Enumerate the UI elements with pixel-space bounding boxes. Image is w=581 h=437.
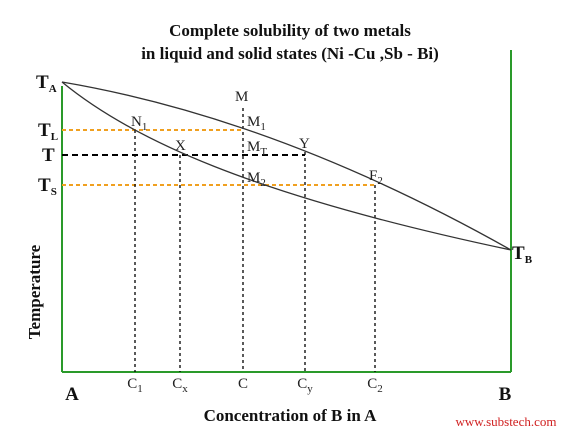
point-label-main: F <box>369 168 377 184</box>
temperature-label: TS <box>38 175 57 198</box>
x-label-sub: 2 <box>377 383 383 395</box>
x-label-sub: x <box>182 383 188 395</box>
point-label-main: M <box>247 170 260 186</box>
temperature-label-main: T <box>38 120 51 141</box>
x-label: Cx <box>172 376 188 395</box>
verticals <box>134 108 376 372</box>
x-label-main: C <box>127 376 137 392</box>
x-label: Cy <box>297 376 313 395</box>
x-label: C1 <box>127 376 143 395</box>
point-label: M2 <box>247 170 266 189</box>
x-label-main: A <box>65 384 79 405</box>
x-label-main: C <box>172 376 182 392</box>
temperature-label-main: T <box>38 175 51 196</box>
x-label-main: C <box>297 376 307 392</box>
point-label: F2 <box>369 168 383 187</box>
temperature-label-sub: L <box>51 131 58 143</box>
x-label-sub: 1 <box>137 383 143 395</box>
x-label: C2 <box>367 376 383 395</box>
point-label-main: Y <box>299 136 310 152</box>
point-label: Y <box>299 136 310 152</box>
point-label-main: X <box>175 138 186 154</box>
y-axis-label: Temperature <box>25 244 44 339</box>
x-label-main: C <box>238 376 248 392</box>
point-label: X <box>175 138 186 154</box>
temperature-label-sub: B <box>525 254 533 266</box>
x-label-main: C <box>367 376 377 392</box>
temperature-label: T <box>42 145 55 166</box>
solidus <box>61 81 512 251</box>
point-label-sub: 2 <box>377 175 383 187</box>
temperature-label: TA <box>36 72 57 95</box>
temperature-label-sub: S <box>51 186 57 198</box>
point-label: M1 <box>247 114 266 133</box>
temperature-label: TL <box>38 120 58 143</box>
temperature-label-main: T <box>36 72 49 93</box>
point-label-sub: 1 <box>260 121 266 133</box>
title-line: Complete solubility of two metals <box>169 21 411 40</box>
point-label-sub: 1 <box>142 121 148 133</box>
point-label-main: M <box>247 114 260 130</box>
point-label-sub: T <box>260 146 267 158</box>
watermark: www.substech.com <box>456 414 557 429</box>
x-axis-label: Concentration of B in A <box>204 406 378 425</box>
temperature-label-sub: A <box>49 83 57 95</box>
x-label-sub: y <box>307 383 313 395</box>
point-label-sub: 2 <box>260 177 266 189</box>
point-label-main: N <box>131 114 142 130</box>
temperature-label-main: T <box>512 243 525 264</box>
x-label: C <box>238 376 248 392</box>
x-label-main: B <box>499 384 512 405</box>
title-line: in liquid and solid states (Ni -Cu ,Sb -… <box>141 44 439 63</box>
temperature-label: TB <box>512 243 533 266</box>
temperature-label-main: T <box>42 145 55 166</box>
x-label: B <box>499 384 512 405</box>
point-label: N1 <box>131 114 147 133</box>
point-label-main: M <box>235 89 248 105</box>
x-label: A <box>65 384 79 405</box>
point-label: M <box>235 89 248 105</box>
point-label: MT <box>247 139 267 158</box>
liquidus <box>61 81 512 251</box>
point-label-main: M <box>247 139 260 155</box>
